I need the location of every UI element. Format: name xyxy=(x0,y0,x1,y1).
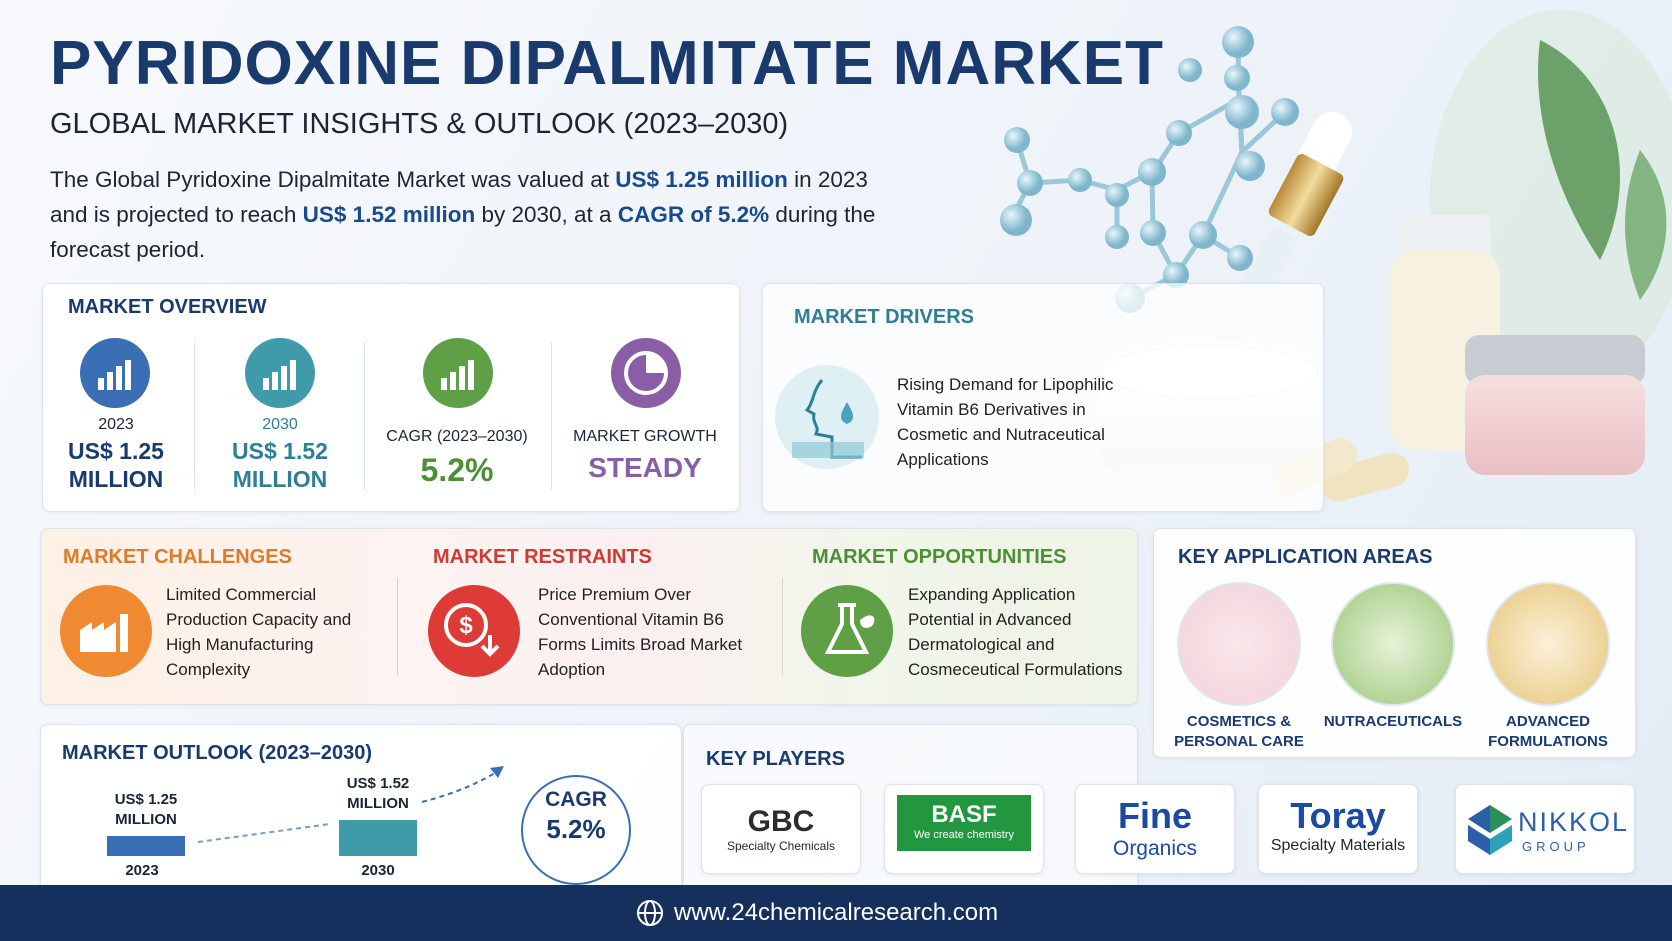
factor-icons: $ xyxy=(60,585,893,677)
outlook-bar-label: US$ 1.52 MILLION xyxy=(346,775,410,812)
opportunities-title: MARKET OPPORTUNITIES xyxy=(812,546,1067,568)
overview-label: MARKET GROWTH xyxy=(573,428,717,445)
globe-icon xyxy=(637,900,663,926)
icon-chart xyxy=(80,338,150,408)
logo-card: Toray Specialty Materials xyxy=(1258,784,1418,874)
logo-name: BASF xyxy=(931,801,997,828)
logo-sub: We create chemistry xyxy=(913,829,1015,841)
drivers-text: Rising Demand for Lipophilic Vitamin B6 … xyxy=(897,375,1114,469)
factors-panel xyxy=(40,528,1138,705)
overview-item: 2030 US$ 1.52 MILLION xyxy=(224,416,336,493)
overview-item: 2023 US$ 1.25 MILLION xyxy=(60,416,172,493)
logo-name: GBC xyxy=(747,805,815,838)
players-title: KEY PLAYERS xyxy=(706,748,845,770)
overview-label: 2030 xyxy=(262,416,298,433)
footer xyxy=(0,885,1672,941)
application-label: NUTRACEUTICALS xyxy=(1323,713,1463,730)
logo-sub: Specialty Chemicals xyxy=(726,839,836,853)
outlook-graphic xyxy=(107,766,631,885)
logo-sub: Organics xyxy=(1112,837,1198,860)
overview-label: CAGR (2023–2030) xyxy=(386,428,528,445)
overview-value: US$ 1.52 MILLION xyxy=(232,438,328,492)
outlook-cagr-value: 5.2% xyxy=(546,814,606,844)
overview-value: 5.2% xyxy=(420,452,494,488)
challenges-text: Limited Commercial Production Capacity a… xyxy=(166,585,352,679)
title: PYRIDOXINE DIPALMITATE MARKET xyxy=(50,29,1164,98)
summary-highlight: US$ 1.52 million xyxy=(302,202,476,227)
summary: The Global Pyridoxine Dipalmitate Market… xyxy=(50,162,890,267)
outlook-title: MARKET OUTLOOK (2023–2030) xyxy=(62,742,373,764)
drivers-title: MARKET DRIVERS xyxy=(794,306,975,328)
overview-value: US$ 1.25 MILLION xyxy=(68,438,164,492)
overview-title: MARKET OVERVIEW xyxy=(68,296,267,318)
footer-url: www.24chemicalresearch.com xyxy=(674,899,999,926)
opportunities-text: Expanding Application Potential in Advan… xyxy=(908,585,1123,679)
logo-name: Fine xyxy=(1117,795,1192,836)
summary-text: during the forecast period. xyxy=(50,202,876,262)
drivers-icon xyxy=(775,365,879,469)
icon-chart xyxy=(245,338,315,408)
logo-card: BASF We create chemistry xyxy=(884,784,1044,874)
logo-sub: GROUP xyxy=(1522,839,1590,854)
logo-card: NIKKOL GROUP xyxy=(1455,784,1635,874)
logo-card: Fine Organics xyxy=(1075,784,1235,874)
outlook-year: 2023 xyxy=(125,862,159,879)
application-label: ADVANCED FORMULATIONS xyxy=(1488,713,1608,750)
applications-title: KEY APPLICATION AREAS xyxy=(1178,546,1433,568)
restraints-text: Price Premium Over Conventional Vitamin … xyxy=(538,585,743,679)
outlook-bar-label: US$ 1.25 MILLION xyxy=(114,791,178,828)
overview-label: 2023 xyxy=(98,416,134,433)
overview-item: CAGR (2023–2030) 5.2% xyxy=(372,428,542,489)
logo-card: GBC Specialty Chemicals xyxy=(701,784,861,874)
outlook-cagr-label: CAGR xyxy=(545,788,607,811)
logo-sub: Specialty Materials xyxy=(1270,837,1406,854)
application-item: NUTRACEUTICALS xyxy=(1318,582,1468,732)
overview-item: MARKET GROWTH STEADY xyxy=(560,428,730,484)
subtitle: GLOBAL MARKET INSIGHTS & OUTLOOK (2023–2… xyxy=(50,108,789,140)
application-label: COSMETICS & PERSONAL CARE xyxy=(1174,713,1304,750)
summary-highlight: US$ 1.25 million xyxy=(615,167,788,192)
svg-text:$: $ xyxy=(459,612,473,639)
logo-name: Toray xyxy=(1290,795,1386,836)
summary-text: by 2030, at a xyxy=(475,202,618,227)
application-item: ADVANCED FORMULATIONS xyxy=(1473,582,1623,752)
overview-icons xyxy=(98,351,668,395)
challenges-title: MARKET CHALLENGES xyxy=(63,546,292,568)
logo-name: NIKKOL xyxy=(1518,807,1630,837)
icon-chart xyxy=(423,338,493,408)
summary-text: in 2023 and is projected to reach xyxy=(50,167,868,227)
logo-mark xyxy=(1468,805,1512,855)
summary-text: The Global Pyridoxine Dipalmitate Market… xyxy=(50,167,616,192)
overview-value: STEADY xyxy=(588,452,702,483)
summary-highlight: CAGR of 5.2% xyxy=(617,202,770,227)
restraints-title: MARKET RESTRAINTS xyxy=(433,546,652,568)
outlook-year: 2030 xyxy=(361,862,395,879)
application-item: COSMETICS & PERSONAL CARE xyxy=(1164,582,1314,752)
